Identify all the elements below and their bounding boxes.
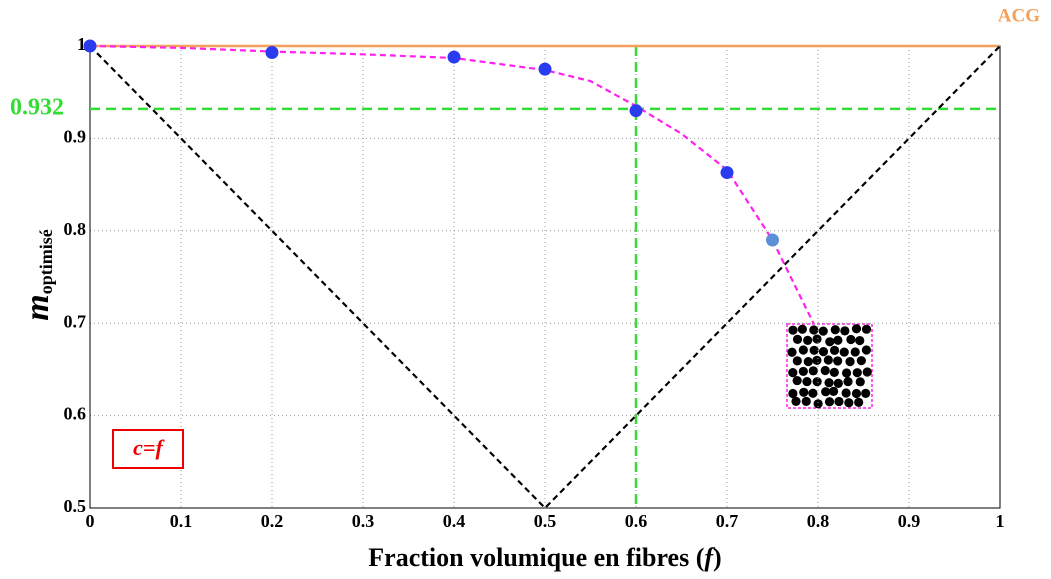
fibre [798, 345, 808, 355]
fibre [808, 366, 818, 376]
data-point [447, 50, 461, 64]
reference-label: 0.932 [10, 94, 64, 120]
x-tick-label: 0.7 [716, 511, 739, 531]
fibre [824, 397, 835, 407]
x-tick-label: 0.1 [170, 511, 193, 531]
x-label-end: ) [713, 543, 722, 572]
fibre [813, 399, 823, 409]
fibre [808, 388, 818, 398]
fibre [852, 368, 862, 378]
fibre [840, 326, 850, 336]
x-tick-label: 0.9 [898, 511, 921, 531]
y-axis-label: moptimisé [19, 229, 56, 320]
x-tick-label: 0.6 [625, 511, 648, 531]
y-tick-label: 0.8 [64, 219, 87, 239]
fibre [809, 345, 819, 355]
fibre [823, 355, 833, 365]
fibre [812, 334, 822, 344]
fibre [844, 398, 854, 408]
fibre [841, 388, 851, 398]
fibre [854, 397, 864, 407]
fibre [818, 347, 829, 357]
fibre [798, 366, 808, 377]
curve [89, 44, 815, 324]
fibre [788, 388, 798, 399]
y-label-main: m [19, 294, 56, 320]
fibre [841, 368, 852, 378]
data-point [265, 45, 279, 59]
fibre [824, 378, 834, 388]
fibre [787, 347, 797, 357]
annotation: c=f [133, 435, 165, 460]
fibre [799, 387, 809, 397]
fibre [792, 375, 802, 386]
fibre [846, 334, 856, 345]
data-point [538, 62, 552, 76]
fibre [839, 347, 849, 357]
fibre [809, 325, 819, 335]
x-tick-label: 0 [86, 511, 95, 531]
fibre [812, 377, 822, 387]
fibre [843, 376, 853, 387]
y-tick-label: 1 [77, 34, 86, 54]
x-tick-label: 0.5 [534, 511, 557, 531]
fibre [820, 365, 830, 376]
fibre [833, 378, 843, 388]
fibre [802, 376, 812, 387]
y-tick-label: 0.7 [64, 311, 87, 331]
fibre [850, 347, 860, 357]
y-label-sub: optimisé [36, 229, 56, 294]
y-tick-label: 0.6 [64, 404, 87, 424]
fibre [792, 356, 802, 366]
x-label-text: Fraction volumique en fibres ( [368, 543, 704, 572]
curve [89, 45, 1001, 510]
x-tick-label: 1 [996, 511, 1005, 531]
data-point [83, 39, 97, 53]
y-tick-label: 0.9 [64, 127, 87, 147]
fibre [833, 356, 843, 366]
fibre [829, 345, 840, 355]
x-label-var: f [704, 543, 715, 572]
fibre [856, 356, 866, 366]
fibre [791, 396, 801, 407]
fibre [830, 325, 840, 335]
fibre [788, 325, 798, 335]
fibre [845, 357, 855, 367]
fibre [851, 324, 862, 334]
fibre [861, 324, 872, 334]
data-point [629, 104, 643, 118]
fibre [855, 335, 865, 346]
fibre [801, 396, 811, 406]
fibre [834, 396, 844, 407]
fibre [812, 355, 822, 365]
fibre [803, 335, 813, 345]
fibre-inset [786, 323, 873, 409]
fibre [797, 324, 807, 334]
fibre [855, 377, 865, 387]
fibre [851, 388, 862, 399]
data-point [720, 166, 734, 180]
fibre [788, 368, 798, 378]
fibre [792, 334, 803, 344]
fibre [861, 388, 871, 398]
y-tick-label: 0.5 [64, 496, 87, 516]
brand: ACG [998, 5, 1040, 26]
fibre [829, 367, 839, 377]
fibre [825, 337, 835, 347]
annotation-box [112, 429, 184, 469]
data-point [766, 233, 779, 247]
x-tick-label: 0.3 [352, 511, 375, 531]
fibre [818, 326, 828, 336]
x-tick-label: 0.2 [261, 511, 284, 531]
fibre [833, 335, 843, 345]
x-tick-label: 0.4 [443, 511, 466, 531]
fibre [828, 386, 839, 396]
x-axis-label: Fraction volumique en fibres (f) [368, 543, 721, 572]
x-tick-label: 0.8 [807, 511, 830, 531]
fibre [803, 357, 813, 367]
fibre [821, 387, 831, 397]
fibre [861, 345, 872, 355]
fibre [862, 367, 872, 377]
